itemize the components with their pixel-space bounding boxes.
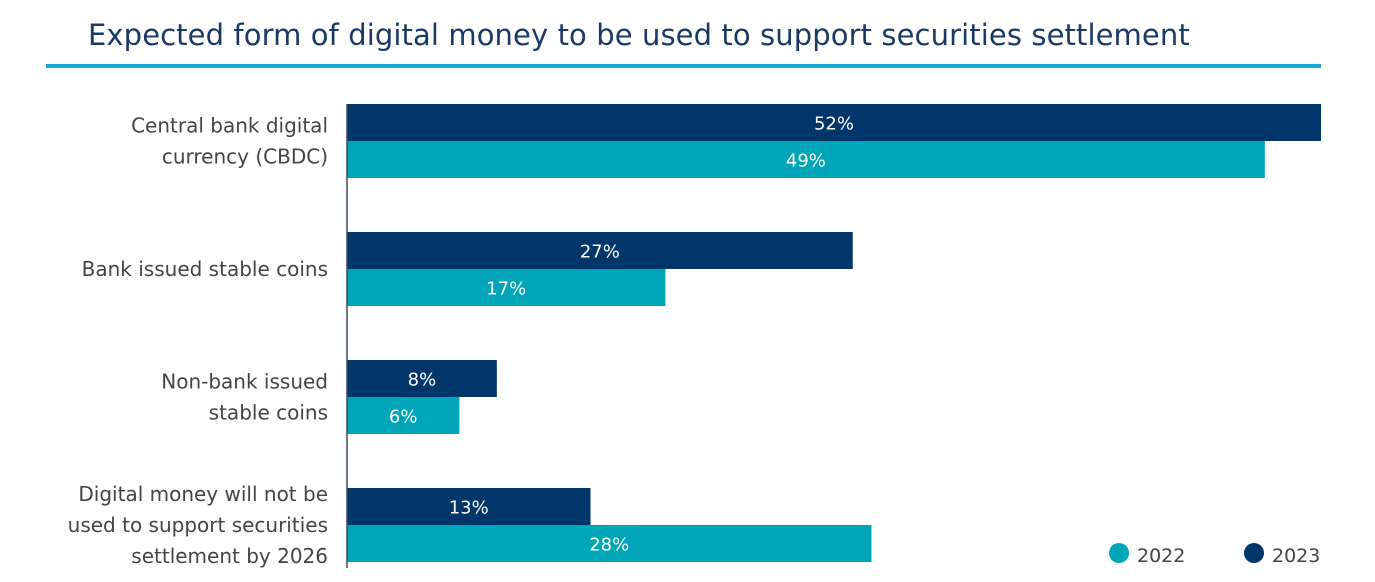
bar-2022-3 bbox=[347, 525, 872, 562]
bar-2023-2 bbox=[347, 360, 497, 397]
data-label-2023-2: 8% bbox=[408, 370, 437, 391]
data-label-2023-3: 13% bbox=[449, 498, 489, 519]
data-label-2022-0: 49% bbox=[786, 151, 826, 172]
category-label-0: Central bank digital currency (CBDC) bbox=[131, 114, 328, 169]
title-divider bbox=[46, 64, 1321, 68]
legend-label-2022: 2022 bbox=[1137, 545, 1185, 567]
bar-2022-1 bbox=[347, 269, 666, 306]
data-label-2022-3: 28% bbox=[589, 535, 629, 556]
legend-marker-2022 bbox=[1109, 543, 1129, 563]
category-label-1: Bank issued stable coins bbox=[82, 257, 328, 281]
data-label-2022-1: 17% bbox=[486, 279, 526, 300]
bar-2023-0 bbox=[347, 104, 1321, 141]
legend-marker-2023 bbox=[1244, 543, 1264, 563]
data-label-2023-1: 27% bbox=[580, 242, 620, 263]
category-label-3: Digital money will not be used to support… bbox=[68, 482, 328, 568]
category-label-2: Non-bank issued stable coins bbox=[161, 370, 328, 425]
data-label-2022-2: 6% bbox=[389, 407, 418, 428]
bar-2023-3 bbox=[347, 488, 591, 525]
legend-label-2023: 2023 bbox=[1272, 545, 1320, 567]
bar-2023-1 bbox=[347, 232, 853, 269]
bar-2022-0 bbox=[347, 141, 1265, 178]
bar-2022-2 bbox=[347, 397, 460, 434]
chart-title: Expected form of digital money to be use… bbox=[88, 18, 1190, 52]
data-label-2023-0: 52% bbox=[814, 114, 854, 135]
